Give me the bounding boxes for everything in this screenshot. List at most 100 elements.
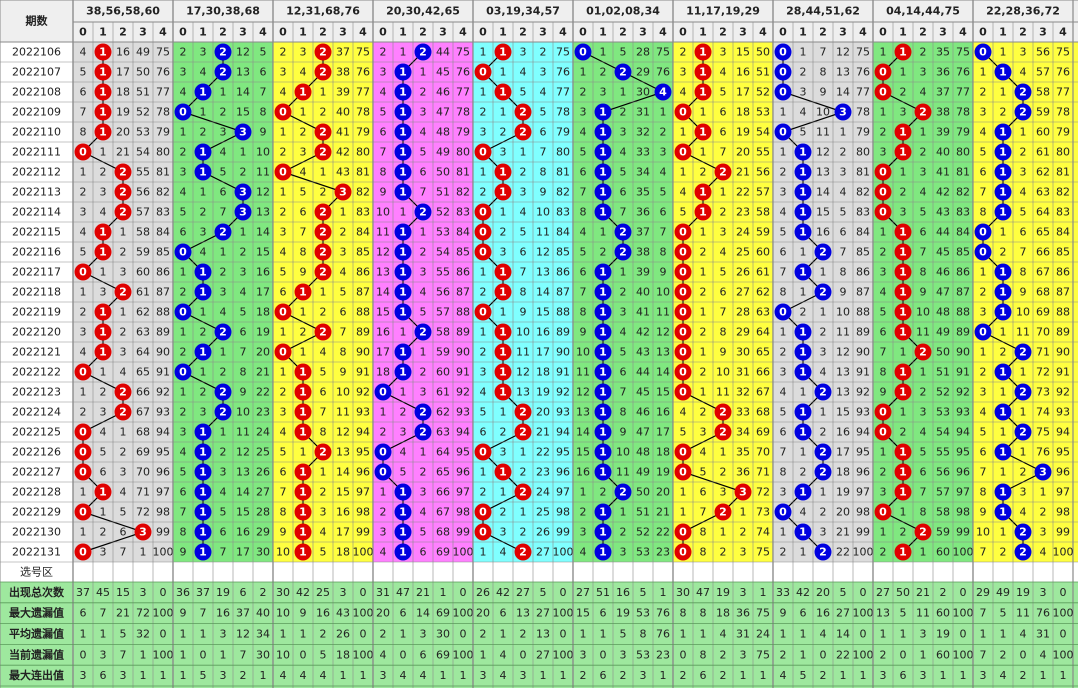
miss-count: 2 [220,366,227,379]
miss-count: 5 [80,66,87,79]
miss-count: 5 [420,526,427,539]
miss-count: 20 [116,126,130,139]
stat-value: 1 [560,669,567,682]
miss-count: 75 [156,46,170,59]
miss-count: 2 [720,546,727,559]
miss-count: 27 [256,486,270,499]
ball-number: 1 [399,186,407,199]
miss-count: 33 [736,406,750,419]
miss-count: 1 [400,206,407,219]
ball [1014,543,1032,561]
miss-count: 83 [856,206,870,219]
miss-count: 14 [576,426,590,439]
miss-count: 61 [436,386,450,399]
ball-number: 1 [899,126,907,139]
ball [114,403,132,421]
miss-count: 69 [436,546,450,559]
ball-number: 0 [879,166,887,179]
miss-count: 1 [780,326,787,339]
miss-count: 12 [376,246,390,259]
miss-count: 97 [856,486,870,499]
miss-count: 43 [936,206,950,219]
miss-count: 3 [980,306,987,319]
miss-count: 71 [756,466,770,479]
ball-number: 1 [799,486,807,499]
miss-count: 81 [456,166,470,179]
ball-number: 0 [979,226,987,239]
stat-value: 3 [80,669,87,682]
stat-value: 4 [780,669,787,682]
miss-count: 16 [336,506,350,519]
ball-number: 0 [879,86,887,99]
ball-number: 1 [299,526,307,539]
miss-count: 1 [180,386,187,399]
miss-count: 5 [980,426,987,439]
miss-count: 1 [840,126,847,139]
miss-count: 23 [256,406,270,419]
ball-number: 3 [1039,466,1047,479]
stat-value: 34 [256,628,270,641]
stat-value: 0 [680,648,687,661]
miss-count: 1 [880,106,887,119]
miss-count: 1 [1020,406,1027,419]
stat-value: 100 [553,607,574,620]
ball-number: 0 [279,346,287,359]
miss-count: 8 [340,346,347,359]
miss-count: 13 [816,166,830,179]
miss-count: 5 [660,186,667,199]
miss-count: 95 [1056,446,1070,459]
ball-number: 2 [819,446,827,459]
ball-number: 2 [119,206,127,219]
miss-count: 1 [220,346,227,359]
miss-count: 5 [300,186,307,199]
ball-number: 0 [479,306,487,319]
ball [874,203,892,221]
ball [874,423,892,441]
miss-count: 1 [240,226,247,239]
ball-number: 0 [979,246,987,259]
miss-count: 3 [280,406,287,419]
ball-number: 3 [839,106,847,119]
ball-number: 2 [119,406,127,419]
stat-value: 16 [216,607,230,620]
ball-number: 1 [99,486,107,499]
miss-count: 16 [736,66,750,79]
miss-count: 36 [636,206,650,219]
ball-number: 1 [299,366,307,379]
miss-count: 3 [340,246,347,259]
ball-number: 0 [79,366,87,379]
ball-number: 1 [399,226,407,239]
miss-count: 100 [353,546,374,559]
ball [494,323,512,341]
miss-count: 2 [80,306,87,319]
ball-number: 0 [79,466,87,479]
miss-count: 9 [720,346,727,359]
miss-count: 2 [1040,506,1047,519]
stat-value: 16 [616,586,630,599]
miss-count: 75 [756,546,770,559]
miss-count: 37 [636,226,650,239]
miss-count: 15 [656,386,670,399]
miss-count: 8 [280,506,287,519]
miss-count: 4 [1040,546,1047,559]
miss-count: 11 [516,346,530,359]
miss-count: 92 [356,386,370,399]
stat-value: 2 [260,586,267,599]
miss-count: 96 [356,466,370,479]
miss-count: 30 [736,346,750,359]
miss-count: 1 [420,226,427,239]
stat-value: 0 [1020,648,1027,661]
miss-count: 3 [80,206,87,219]
miss-count: 2 [200,126,207,139]
miss-count: 73 [756,506,770,519]
miss-count: 6 [620,366,627,379]
miss-count: 1 [280,186,287,199]
ball [694,183,712,201]
miss-count: 5 [700,466,707,479]
miss-count: 10 [1016,306,1030,319]
ball [514,543,532,561]
miss-count: 1 [320,466,327,479]
ball-number: 1 [499,386,507,399]
miss-count: 96 [956,466,970,479]
ball [74,143,92,161]
